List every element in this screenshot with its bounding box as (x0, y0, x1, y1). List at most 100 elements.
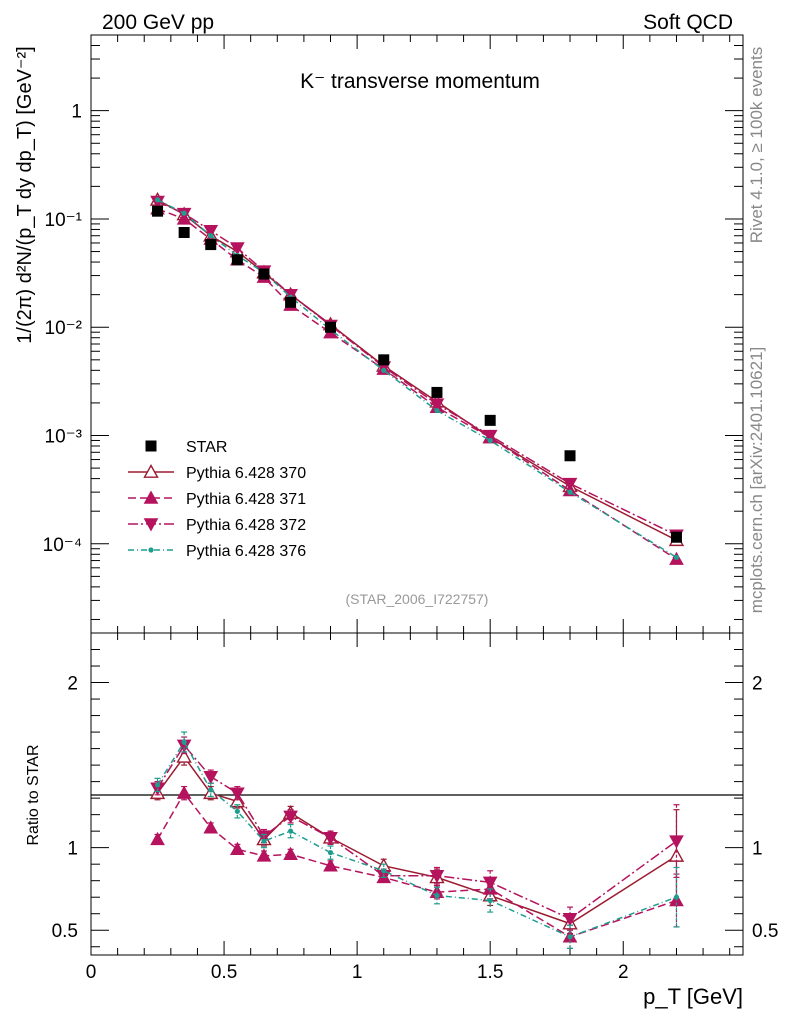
legend-data-marker (145, 440, 157, 452)
legend-label: Pythia 6.428 376 (186, 543, 306, 560)
series-line-4 (157, 199, 677, 558)
y-tick-label: 10⁻⁴ (43, 535, 82, 556)
ratio-2-marker (256, 848, 272, 862)
ratio-4-marker (381, 868, 387, 874)
mcplots-source-label: mcplots.cern.ch [arXiv:2401.10621] (747, 347, 766, 613)
data-marker (152, 205, 164, 217)
data-marker (484, 414, 496, 426)
ratio-3-marker (669, 835, 684, 849)
header-category-label: Soft QCD (643, 11, 733, 34)
legend: STAR Pythia 6.428 370 Pythia 6.428 371 Pyth… (128, 439, 306, 560)
plot-title: K⁻ transverse momentum (300, 70, 540, 93)
ratio-plot-frame (90, 632, 744, 956)
legend-label: Pythia 6.428 371 (186, 491, 306, 508)
data-marker (564, 450, 576, 462)
axis-ticks: 0 0.5 1 1.5 2 1 10⁻¹ 10⁻² 10⁻³ 10⁻⁴ 0.5 0.5 1 1 2 2 (43, 34, 778, 983)
ratio-3-marker (323, 832, 338, 846)
ratio-4-marker (261, 838, 267, 844)
ratio-3-marker (429, 870, 445, 884)
ratio-3-marker (230, 787, 245, 801)
y-tick-label: 1 (71, 102, 82, 123)
y-axis-label: 1/(2π) d²N/(p_T dy dp_T) [GeV⁻²] (14, 46, 36, 343)
ratio-4-marker (487, 897, 493, 904)
x-tick-label: 2 (618, 962, 629, 983)
data-marker (205, 239, 217, 251)
ratio-tick-label-left: 1 (67, 839, 78, 860)
series-4-marker (381, 367, 387, 373)
ratio-tick-label-left: 2 (67, 674, 78, 695)
series-line-2 (157, 208, 677, 560)
series-3-marker (429, 398, 445, 412)
data-marker (231, 254, 243, 266)
y-tick-label: 10⁻³ (45, 427, 83, 448)
legend-label: Pythia 6.428 370 (186, 465, 306, 482)
ratio-line-1 (156, 755, 677, 925)
rivet-version-label: Rivet 4.1.0, ≥ 100k events (747, 47, 766, 243)
ratio-line-4 (156, 740, 677, 938)
legend-label: STAR (186, 439, 227, 456)
main-plot-series (149, 191, 685, 565)
ratio-tick-label-right: 1 (752, 839, 763, 860)
ratio-4-marker (434, 892, 440, 899)
series-3-marker (230, 242, 245, 256)
ratio-line-3 (156, 744, 677, 920)
series-3-marker (482, 429, 498, 444)
ratio-4-marker (287, 828, 294, 834)
ratio-3-marker (562, 912, 578, 927)
ratio-2-marker (230, 841, 245, 856)
series-4-marker (434, 407, 440, 414)
series-4-marker (181, 210, 187, 216)
ratio-1-marker (176, 748, 192, 763)
data-marker (670, 531, 682, 543)
ratio-3-marker (283, 810, 298, 824)
data-marker (431, 386, 443, 398)
series-4-marker (673, 554, 680, 560)
y-tick-label: 10⁻¹ (45, 210, 83, 231)
data-marker (325, 321, 337, 333)
series-4-marker (487, 437, 493, 444)
ratio-2-marker (203, 820, 219, 834)
x-tick-label: 0 (86, 962, 97, 983)
legend-marker (143, 518, 159, 532)
ratio-2-marker (176, 785, 192, 799)
analysis-tag: (STAR_2006_I722757) (346, 591, 489, 607)
series-4-marker (208, 233, 214, 239)
data-marker (178, 226, 190, 238)
ratio-4-marker (567, 934, 573, 940)
ratio-plot-series (149, 731, 685, 949)
series-4-marker (567, 489, 573, 495)
ratio-tick-label-right: 0.5 (752, 921, 778, 942)
x-axis-label: p_T [GeV] (643, 984, 743, 1009)
data-marker (285, 296, 297, 308)
legend-label: Pythia 6.428 372 (186, 517, 306, 534)
legend-marker (143, 490, 159, 504)
ratio-2-marker (283, 846, 298, 860)
ratio-y-axis-label: Ratio to STAR (25, 744, 42, 845)
ratio-3-marker (203, 770, 219, 785)
header-energy-label: 200 GeV pp (102, 11, 214, 34)
ratio-tick-label-left: 0.5 (52, 921, 78, 942)
legend-marker (148, 547, 154, 553)
x-tick-label: 1 (352, 962, 363, 983)
ratio-2-marker (323, 858, 338, 872)
ratio-2-marker (150, 831, 165, 846)
series-3-marker (562, 477, 578, 492)
ratio-line-2 (156, 791, 677, 938)
legend-marker (143, 464, 159, 478)
ratio-4-marker (673, 894, 680, 900)
x-tick-label: 0.5 (211, 962, 237, 983)
ratio-4-marker (208, 787, 214, 793)
x-tick-label: 1.5 (477, 962, 503, 983)
ratio-4-marker (154, 782, 161, 788)
series-3-marker (203, 224, 219, 239)
ratio-3-marker (482, 876, 498, 890)
ratio-4-marker (327, 850, 334, 856)
ratio-4-marker (181, 739, 187, 745)
ratio-4-marker (234, 808, 240, 814)
data-marker (258, 268, 270, 280)
ratio-tick-label-right: 2 (752, 674, 763, 695)
y-tick-label: 10⁻² (45, 318, 83, 339)
series-4-marker (154, 197, 161, 203)
data-marker (378, 354, 390, 366)
